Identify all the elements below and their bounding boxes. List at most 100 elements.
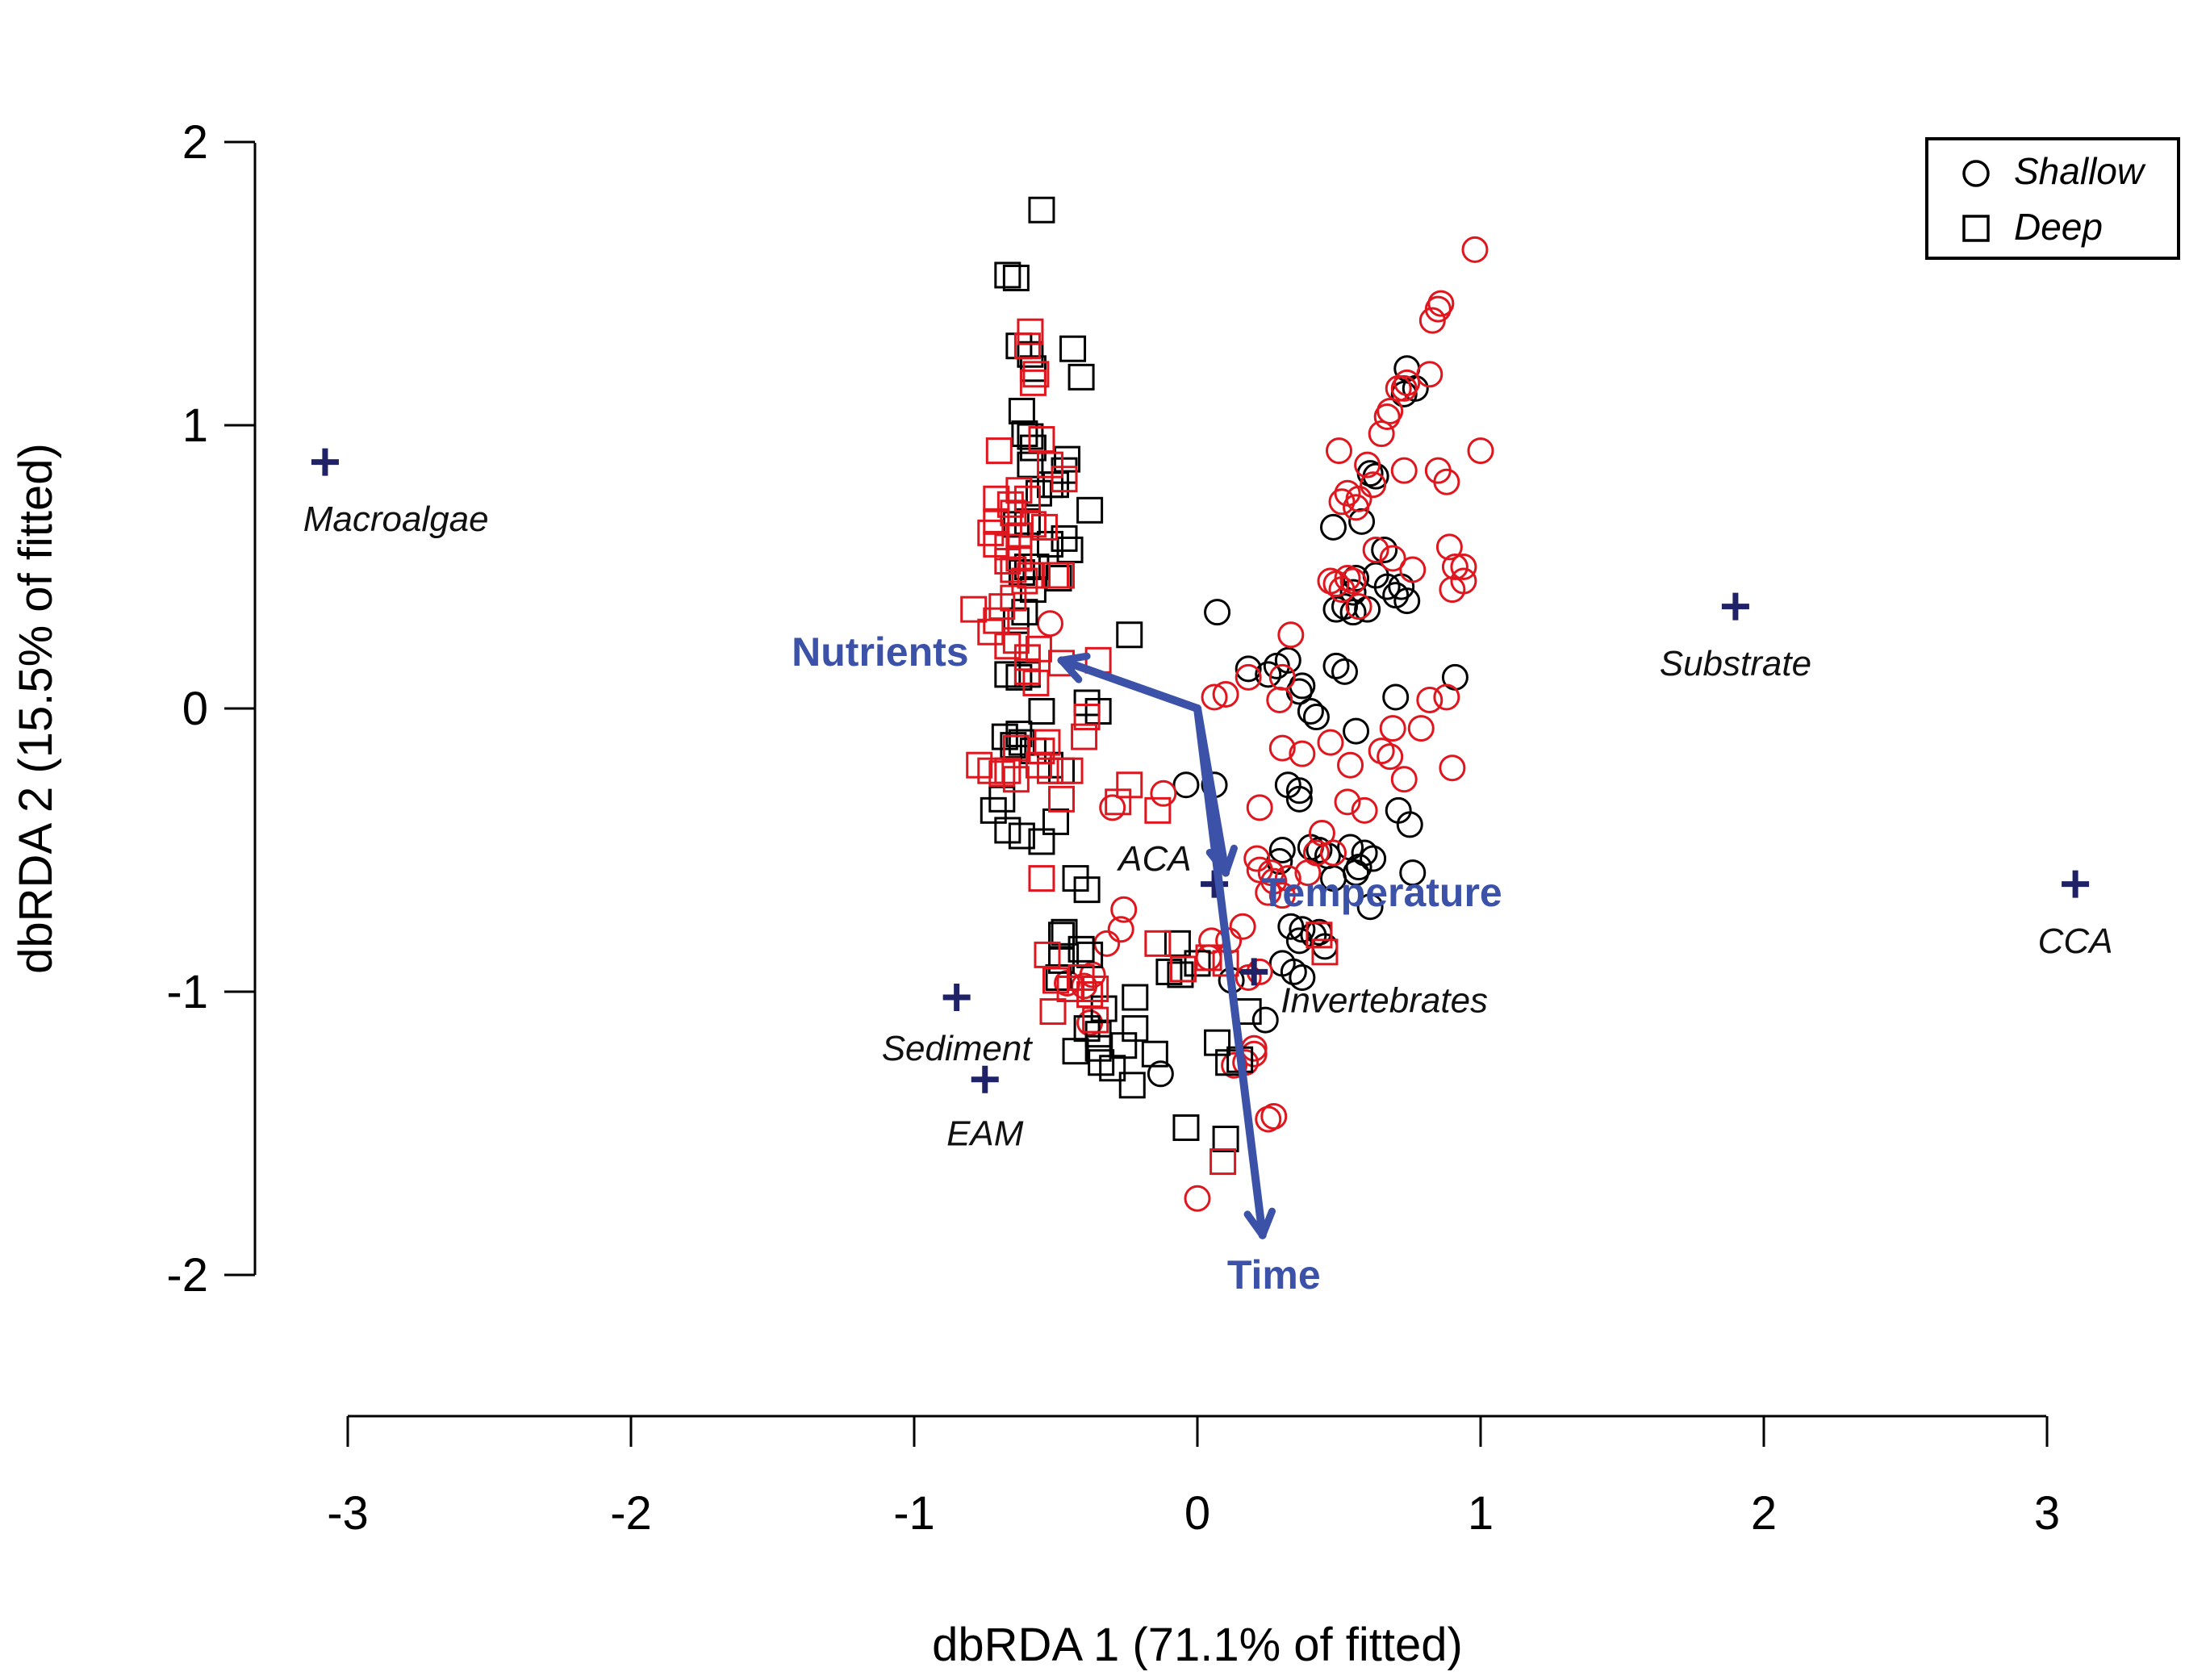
deep-point (1059, 335, 1087, 362)
shallow-point (1390, 374, 1418, 402)
deep-point (1122, 1015, 1149, 1043)
deep-point (1144, 796, 1172, 824)
shallow-point (1150, 779, 1177, 807)
shallow-point (1289, 963, 1316, 991)
deep-point (1000, 584, 1027, 612)
legend: Shallow Deep (1925, 137, 2180, 260)
deep-point (1013, 332, 1041, 360)
shallow-point (1204, 599, 1231, 626)
species-plus-icon (311, 448, 339, 476)
shallow-point (1251, 1006, 1279, 1034)
shallow-point (1360, 845, 1387, 872)
deep-point (1036, 757, 1063, 784)
shallow-point (1212, 680, 1239, 708)
deep-point (1062, 1038, 1089, 1065)
x-tick-label: -1 (893, 1487, 935, 1540)
deep-point (1022, 361, 1050, 388)
deep-point (1082, 1006, 1109, 1034)
shallow-point (1306, 837, 1333, 863)
shallow-point (1255, 1105, 1282, 1133)
legend-shallow-label: Shallow (2014, 150, 2146, 192)
vector-arrow (1057, 656, 1201, 713)
deep-point (1002, 607, 1030, 634)
shallow-point (1268, 734, 1296, 762)
deep-point (985, 437, 1013, 465)
deep-point (1034, 729, 1061, 756)
shallow-point (1110, 896, 1138, 923)
deep-point (1028, 426, 1055, 453)
shallow-point (1289, 740, 1316, 767)
species-plus-icon (2062, 870, 2090, 898)
shallow-point (1302, 704, 1330, 731)
y-axis-ticks: -2 -1 0 1 2 (166, 116, 255, 1302)
deep-point (994, 817, 1021, 844)
deep-point (1013, 644, 1041, 671)
deep-point (983, 485, 1010, 512)
shallow-point (1390, 766, 1418, 793)
deep-point (1204, 1029, 1231, 1056)
shallow-point (1354, 451, 1381, 479)
shallow-point (1280, 958, 1307, 985)
shallow-point (1377, 743, 1404, 771)
deep-point (1164, 930, 1191, 957)
shallow-point (1345, 485, 1372, 512)
shallow-point (1399, 859, 1427, 887)
deep-point (1105, 788, 1132, 816)
shallow-point (1339, 579, 1367, 606)
deep-point (1056, 757, 1084, 784)
species-label: Substrate (1660, 644, 1811, 683)
deep-point (1195, 944, 1222, 972)
species-label: Sediment (882, 1029, 1034, 1068)
shallow-point (1345, 854, 1372, 881)
deep-point (1054, 445, 1081, 473)
vector-label: Nutrients (792, 629, 968, 675)
species-label: ACA (1116, 839, 1191, 879)
shallow-point (1337, 751, 1364, 779)
deep-point (1039, 998, 1067, 1026)
shallow-point (1274, 865, 1301, 892)
deep-point (1048, 785, 1076, 813)
shallow-point (1439, 754, 1466, 782)
shallow-point (1221, 1051, 1248, 1079)
shallow-point (1388, 573, 1415, 600)
y-axis-title: dbRDA 2 (15.5% of fitted) (10, 443, 62, 974)
shallow-point (1390, 380, 1418, 407)
deep-point (966, 751, 993, 779)
shallow-point (1285, 777, 1313, 804)
shallow-point (1393, 369, 1421, 396)
deep-point (1005, 477, 1033, 504)
shallow-point (1294, 859, 1322, 887)
shallow-point (1343, 717, 1370, 745)
shallow-point (1184, 1185, 1211, 1212)
deep-point (1002, 734, 1030, 762)
deep-point (1034, 941, 1061, 968)
shallow-point (1427, 290, 1455, 317)
species-label: Macroalgae (303, 499, 489, 539)
deep-point (1008, 822, 1035, 850)
shallow-point (1235, 655, 1262, 683)
deep-point (1212, 1126, 1239, 1153)
vector-arrowhead-icon (1058, 652, 1091, 683)
deep-point (1067, 363, 1095, 391)
deep-point (996, 491, 1024, 518)
shallow-point (1373, 573, 1401, 600)
y-tick-label: -2 (166, 1249, 208, 1302)
deep-point (1076, 496, 1104, 524)
vector-label: Time (1227, 1252, 1321, 1298)
deep-point (994, 547, 1021, 575)
deep-point (1051, 918, 1078, 946)
species-plus-icon (942, 984, 971, 1012)
deep-point (1172, 1114, 1200, 1141)
deep-point (1311, 938, 1339, 966)
shallow-point (1229, 913, 1256, 940)
deep-point (1042, 471, 1069, 499)
environmental-vectors: Nutrients Temperature Time (792, 629, 1502, 1298)
species-plus-icon (1240, 958, 1268, 986)
y-tick-label: 1 (182, 399, 208, 452)
shallow-point (1246, 856, 1273, 884)
deep-point (960, 596, 988, 623)
legend-deep-marker-icon (1962, 215, 1990, 242)
shallow-point (1326, 437, 1352, 465)
shallow-point (1328, 488, 1356, 516)
